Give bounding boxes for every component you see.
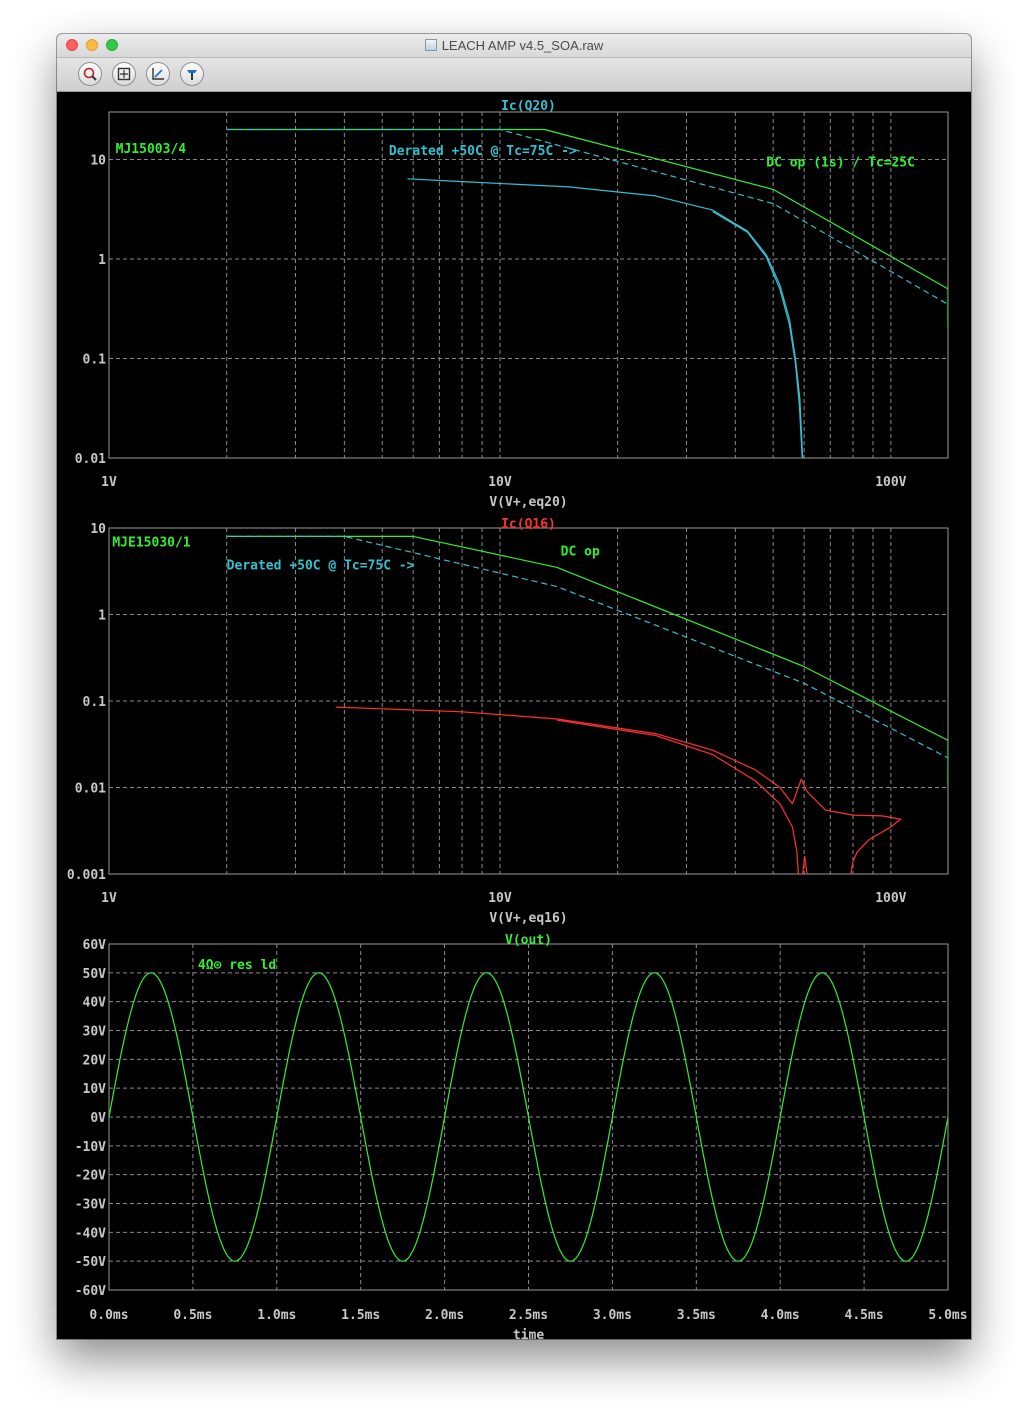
chart-pane-1[interactable]: Ic(Q20) V(V+,eq20) 1V 10V 100V 10 1 0.1 0.01 MJ15…	[75, 99, 949, 510]
chart-annotation: DC op (1s) / Tc=25C	[766, 156, 915, 171]
series-line-1	[226, 535, 948, 788]
x-tick-label: 4.0ms	[761, 1308, 800, 1323]
close-button[interactable]	[66, 39, 78, 51]
minimize-button[interactable]	[86, 39, 98, 51]
x-tick-label: 0.0ms	[89, 1308, 128, 1323]
x-axis-label: V(V+,eq16)	[489, 911, 567, 926]
axis-tool-button[interactable]	[146, 62, 170, 86]
window-title: LEACH AMP v4.5_SOA.raw	[57, 38, 971, 53]
chart-pane-3[interactable]: V(out) time 0.0ms 0.5ms 1.0ms 1.5ms 2.0ms 2.5ms…	[75, 933, 968, 1339]
x-tick-label: 5.0ms	[928, 1308, 967, 1323]
series-line-1	[109, 972, 948, 1262]
series-line-4	[557, 719, 799, 874]
series-line-2	[226, 128, 948, 305]
window-title-text: LEACH AMP v4.5_SOA.raw	[441, 38, 604, 53]
chart-annotation: MJE15030/1	[112, 535, 190, 550]
series-line-2	[226, 535, 948, 759]
probe-icon	[187, 70, 197, 80]
x-tick-label: 4.5ms	[845, 1308, 884, 1323]
y-tick-label: 0.1	[83, 695, 107, 710]
chart-annotation: MJ15003/4	[116, 142, 187, 157]
probe-tool-button[interactable]	[180, 62, 204, 86]
series-group	[226, 128, 948, 458]
chart-annotation: Derated +50C @ Tc=75C ->	[227, 558, 415, 573]
y-tick-label: 0.01	[75, 452, 106, 467]
series-line-5	[802, 855, 808, 874]
y-tick-label: 40V	[83, 996, 107, 1011]
title-bar[interactable]: LEACH AMP v4.5_SOA.raw	[57, 34, 971, 58]
chart-pane-2[interactable]: Ic(Q16) V(V+,eq16) 1V 10V 100V 10 1 0.1 0.01 0.00…	[67, 517, 949, 926]
x-axis-label: V(V+,eq20)	[489, 495, 567, 510]
y-tick-label: 50V	[83, 967, 107, 982]
x-tick-label: 1V	[101, 891, 117, 906]
plot-frame	[108, 111, 949, 459]
series-group	[226, 535, 948, 874]
x-axis-label: time	[513, 1328, 544, 1339]
y-tick-label: -50V	[75, 1255, 106, 1270]
y-tick-label: 1	[98, 609, 106, 624]
y-tick-label: 0V	[90, 1111, 106, 1126]
y-tick-label: 10	[90, 522, 106, 537]
x-tick-label: 1.5ms	[341, 1308, 380, 1323]
grid	[109, 112, 948, 458]
series-line-4	[712, 210, 803, 458]
series-line-3	[407, 178, 804, 458]
document-icon	[424, 39, 437, 51]
x-tick-label: 10V	[488, 475, 512, 490]
chart-annotation: DC op	[561, 544, 600, 559]
chart-title: Ic(Q16)	[501, 517, 556, 532]
y-tick-label: -60V	[75, 1284, 106, 1299]
zoom-button[interactable]	[106, 39, 118, 51]
y-tick-label: -10V	[75, 1140, 106, 1155]
plot-area[interactable]: Ic(Q20)V(V+,eq20)1V 10V 100V1010.10.01MJ15…	[57, 34, 971, 1339]
grid	[109, 528, 948, 874]
x-tick-label: 1V	[101, 475, 117, 490]
series-group	[109, 972, 948, 1262]
plot-frame	[108, 527, 949, 875]
grid	[109, 944, 948, 1290]
chart-title: Ic(Q20)	[501, 99, 556, 114]
y-tick-label: -20V	[75, 1169, 106, 1184]
y-tick-label: 0.01	[75, 782, 106, 797]
chart-annotation: Derated +50C @ Tc=75C ->	[389, 144, 577, 159]
x-tick-label: 2.5ms	[509, 1308, 548, 1323]
chart-annotation: 4Ω⊙ res ld	[198, 958, 276, 973]
toolbar	[57, 58, 971, 92]
autorange-tool-button[interactable]	[112, 62, 136, 86]
chart-title: V(out)	[505, 933, 552, 948]
y-tick-label: 30V	[83, 1025, 107, 1040]
x-tick-label: 1.0ms	[257, 1308, 296, 1323]
zoom-icon	[83, 67, 97, 81]
y-tick-label: -40V	[75, 1226, 106, 1241]
zoom-tool-button[interactable]	[78, 62, 102, 86]
x-tick-label: 2.0ms	[425, 1308, 464, 1323]
x-tick-label: 100V	[875, 891, 906, 906]
y-tick-label: -30V	[75, 1198, 106, 1213]
x-tick-label: 3.0ms	[593, 1308, 632, 1323]
series-line-3	[335, 706, 902, 874]
x-tick-label: 0.5ms	[173, 1308, 212, 1323]
x-tick-label: 10V	[488, 891, 512, 906]
y-tick-label: 10V	[83, 1082, 107, 1097]
y-tick-label: 0.001	[67, 868, 106, 883]
autorange-icon	[117, 67, 131, 81]
y-tick-label: 20V	[83, 1053, 107, 1068]
y-tick-label: 60V	[83, 938, 107, 953]
waveform-window: LEACH AMP v4.5_SOA.raw Ic(Q20) V(V+,eq20)…	[57, 34, 971, 1339]
x-tick-label: 100V	[875, 475, 906, 490]
y-tick-label: 1	[98, 253, 106, 268]
axis-icon	[152, 68, 164, 80]
y-tick-label: 10	[90, 153, 106, 168]
x-tick-label: 3.5ms	[677, 1308, 716, 1323]
y-tick-label: 0.1	[83, 352, 107, 367]
